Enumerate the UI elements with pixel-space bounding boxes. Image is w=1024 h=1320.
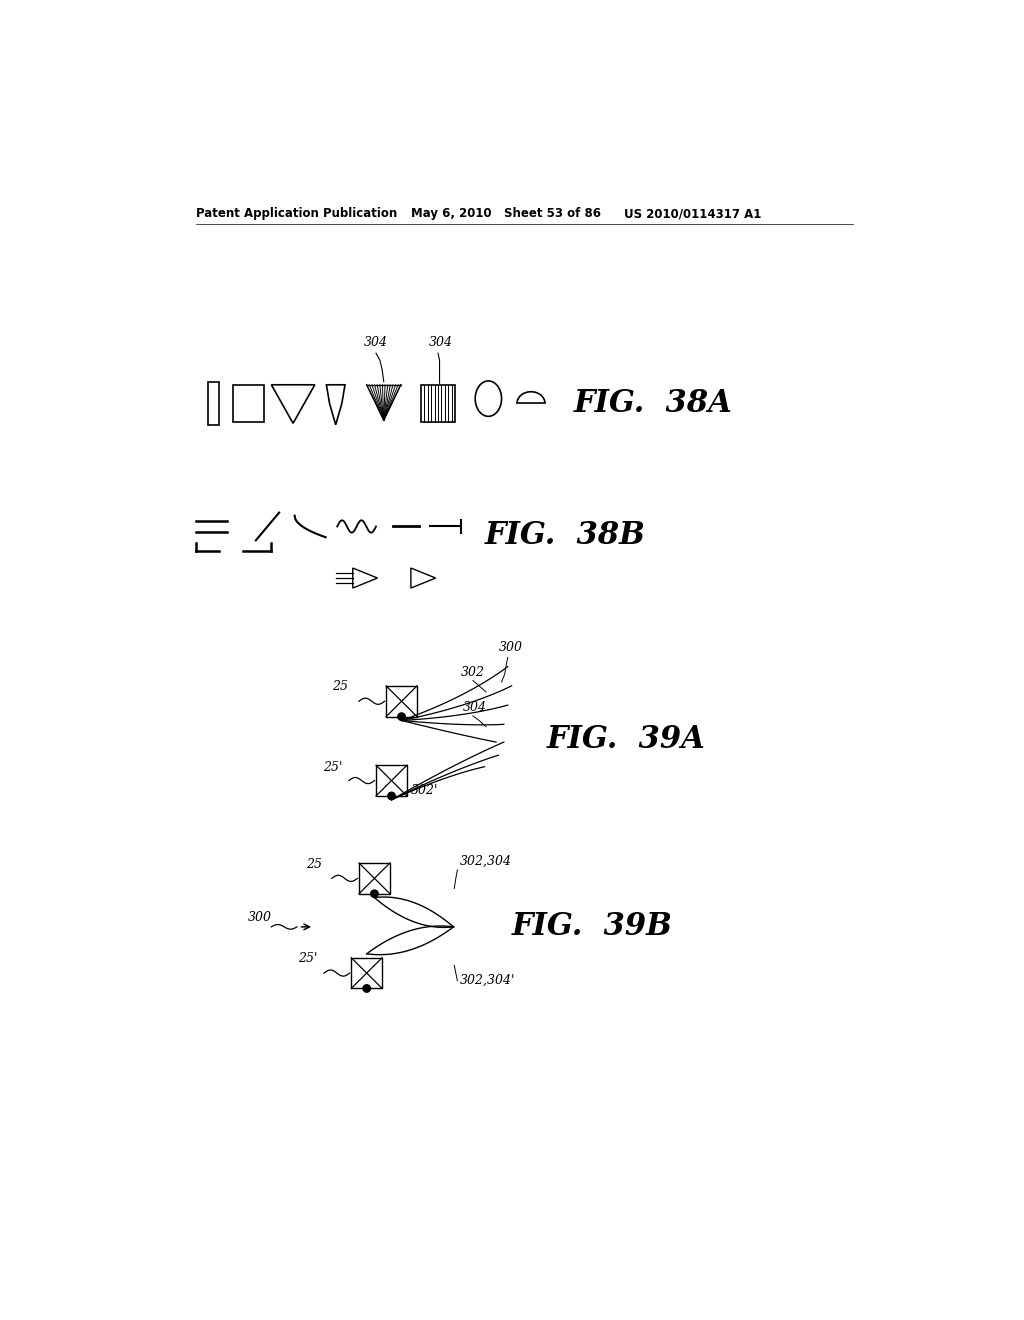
Bar (376, 766, 407, 796)
Text: 25: 25 (306, 858, 323, 871)
Bar (208, 381, 219, 425)
Bar (359, 863, 390, 894)
Text: 25': 25' (324, 762, 343, 775)
Text: 302': 302' (411, 784, 438, 797)
Text: FIG.  39B: FIG. 39B (512, 911, 673, 942)
Text: Patent Application Publication: Patent Application Publication (197, 207, 397, 220)
Text: US 2010/0114317 A1: US 2010/0114317 A1 (624, 207, 762, 220)
Text: 302,304: 302,304 (460, 855, 512, 869)
Circle shape (371, 890, 378, 898)
Text: May 6, 2010   Sheet 53 of 86: May 6, 2010 Sheet 53 of 86 (411, 207, 601, 220)
Bar (351, 958, 382, 989)
Bar (421, 385, 455, 422)
Text: FIG.  39A: FIG. 39A (547, 725, 706, 755)
Text: 304: 304 (429, 335, 453, 348)
Bar (232, 385, 263, 422)
Text: 304: 304 (463, 701, 486, 714)
Text: 304: 304 (364, 335, 388, 348)
Text: 300: 300 (499, 642, 522, 655)
Text: 25: 25 (332, 680, 348, 693)
Circle shape (362, 985, 371, 993)
Text: 302: 302 (461, 665, 485, 678)
Text: FIG.  38B: FIG. 38B (484, 520, 645, 552)
Bar (386, 686, 417, 717)
Text: FIG.  38A: FIG. 38A (573, 388, 732, 418)
Text: 302,304': 302,304' (460, 974, 515, 987)
Text: 25': 25' (299, 952, 317, 965)
Circle shape (397, 713, 406, 721)
Text: 300: 300 (248, 911, 272, 924)
Circle shape (388, 792, 395, 800)
